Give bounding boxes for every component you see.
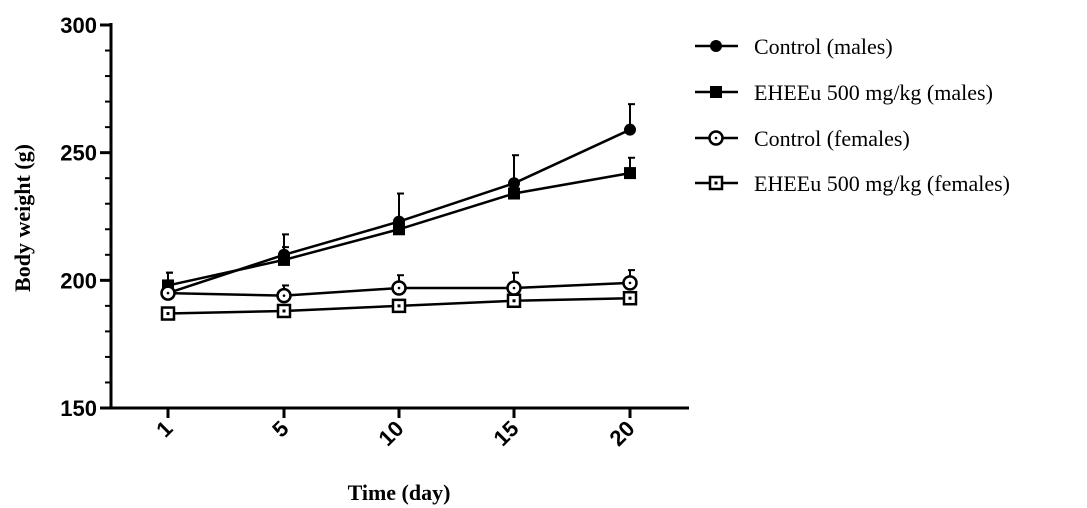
x-axis-title: Time (day) [348,480,451,505]
legend-item-2: EHEEu 500 mg/kg (males) [695,80,993,105]
x-tick-label: 10 [374,416,409,451]
data-point-center [166,291,170,295]
y-axis-title: Body weight (g) [10,144,35,292]
data-point-center [512,299,516,303]
y-tick-label: 200 [60,268,97,293]
y-tick-label: 150 [60,396,97,421]
legend-marker [710,86,722,98]
data-point-center [628,281,632,285]
x-tick-label: 5 [267,416,293,442]
legend-marker [710,40,722,52]
y-tick-label: 300 [60,13,97,38]
data-point [393,223,405,236]
legend-item-4: EHEEu 500 mg/kg (females) [695,171,1010,196]
data-point-center [397,286,401,290]
data-point-center [628,296,632,300]
data-point-center [282,294,286,297]
series-layer [160,103,638,321]
data-point [624,123,636,136]
legend-item-1: Control (males) [695,34,893,59]
x-tick-label: 15 [489,416,524,451]
legend-marker-center [714,181,718,185]
legend-label: Control (females) [754,126,910,151]
legend-marker-center [714,136,718,140]
y-tick-label: 250 [60,141,97,166]
series-3 [160,269,638,304]
legend: Control (males) EHEEu 500 mg/kg (males) Co… [695,34,1010,196]
legend-label: Control (males) [754,34,893,59]
series-2 [162,156,636,292]
x-tick-label: 1 [151,416,177,442]
data-point-center [397,304,401,308]
data-point-center [512,286,516,290]
x-tick-label: 20 [605,416,640,451]
series-4 [160,290,638,321]
legend-label: EHEEu 500 mg/kg (males) [754,80,993,105]
data-point-center [282,309,286,313]
legend-label: EHEEu 500 mg/kg (females) [754,171,1010,196]
legend-item-3: Control (females) [695,126,910,151]
data-point [624,167,636,180]
data-point-center [166,312,170,316]
data-point [508,187,520,200]
data-point [278,253,290,266]
